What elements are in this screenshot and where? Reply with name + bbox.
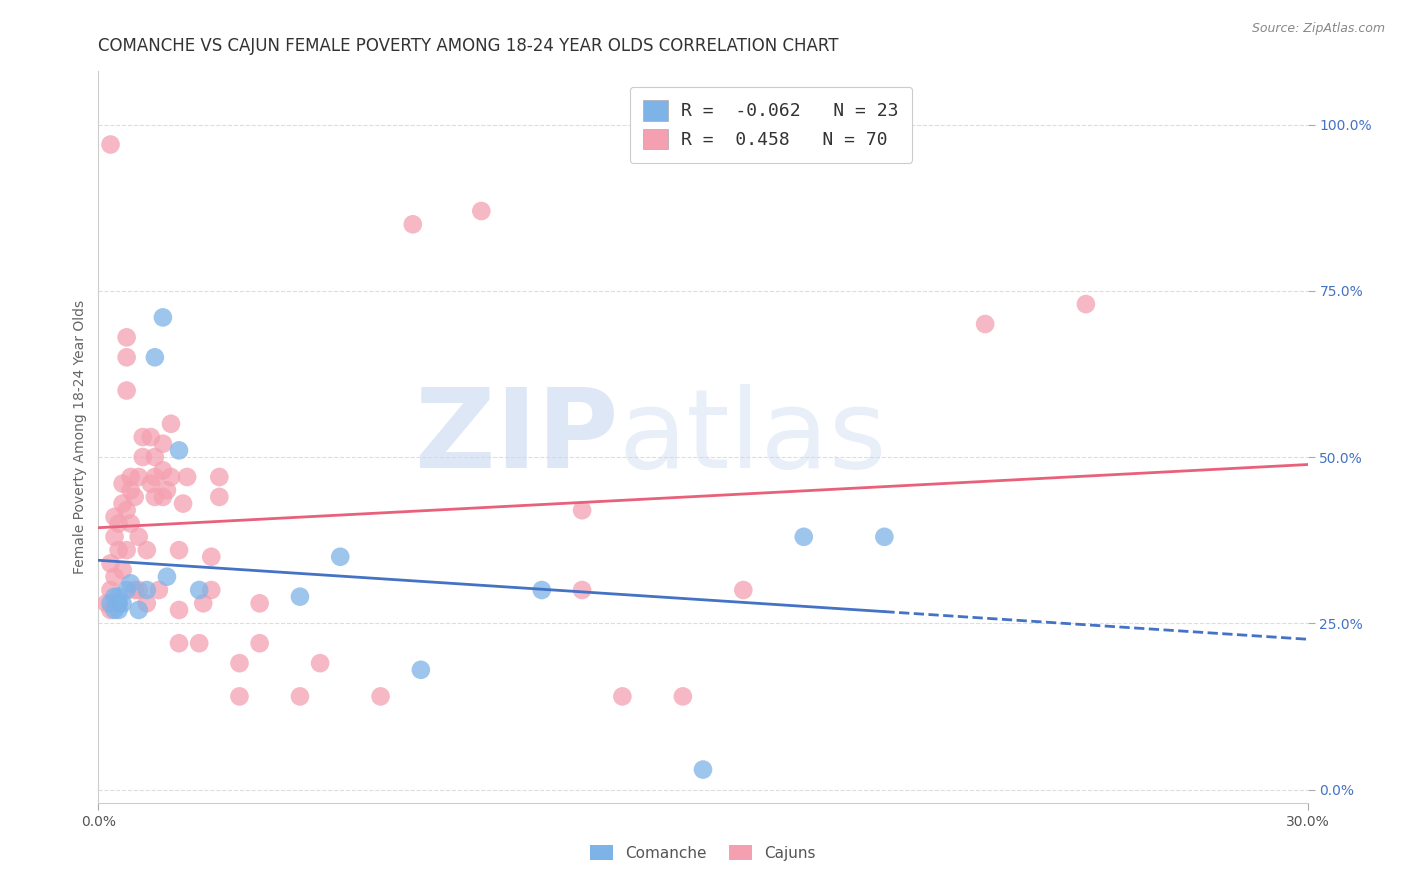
Point — [409, 663, 432, 677]
Point — [100, 603, 122, 617]
Point — [288, 690, 311, 704]
Point — [152, 436, 174, 450]
Point — [148, 582, 170, 597]
Point — [103, 590, 125, 604]
Point — [167, 543, 190, 558]
Point — [120, 483, 142, 498]
Point — [111, 563, 134, 577]
Point — [156, 570, 179, 584]
Point — [107, 543, 129, 558]
Text: Source: ZipAtlas.com: Source: ZipAtlas.com — [1251, 22, 1385, 36]
Point — [571, 582, 593, 597]
Point — [111, 596, 134, 610]
Point — [402, 217, 425, 231]
Point — [139, 430, 162, 444]
Point — [115, 330, 138, 344]
Point — [115, 351, 138, 365]
Point — [115, 503, 138, 517]
Point — [672, 690, 695, 704]
Text: COMANCHE VS CAJUN FEMALE POVERTY AMONG 18-24 YEAR OLDS CORRELATION CHART: COMANCHE VS CAJUN FEMALE POVERTY AMONG 1… — [98, 37, 839, 54]
Point — [530, 582, 553, 597]
Point — [103, 509, 125, 524]
Point — [200, 582, 222, 597]
Point — [107, 603, 129, 617]
Point — [873, 530, 896, 544]
Point — [128, 470, 150, 484]
Point — [143, 351, 166, 365]
Point — [208, 490, 231, 504]
Point — [176, 470, 198, 484]
Point — [128, 603, 150, 617]
Point — [143, 470, 166, 484]
Point — [571, 503, 593, 517]
Point — [200, 549, 222, 564]
Point — [124, 582, 146, 597]
Point — [111, 497, 134, 511]
Text: atlas: atlas — [619, 384, 887, 491]
Point — [96, 596, 118, 610]
Point — [249, 596, 271, 610]
Point — [128, 582, 150, 597]
Point — [167, 443, 190, 458]
Point — [329, 549, 352, 564]
Point — [135, 543, 157, 558]
Point — [188, 582, 211, 597]
Point — [167, 636, 190, 650]
Point — [152, 463, 174, 477]
Point — [115, 384, 138, 398]
Point — [143, 450, 166, 464]
Point — [103, 603, 125, 617]
Point — [188, 636, 211, 650]
Point — [370, 690, 392, 704]
Point — [120, 576, 142, 591]
Point — [107, 596, 129, 610]
Point — [135, 596, 157, 610]
Y-axis label: Female Poverty Among 18-24 Year Olds: Female Poverty Among 18-24 Year Olds — [73, 300, 87, 574]
Point — [135, 582, 157, 597]
Point — [612, 690, 634, 704]
Point — [974, 317, 997, 331]
Point — [100, 596, 122, 610]
Text: ZIP: ZIP — [415, 384, 619, 491]
Point — [172, 497, 194, 511]
Point — [128, 530, 150, 544]
Point — [107, 596, 129, 610]
Point — [132, 430, 155, 444]
Point — [143, 490, 166, 504]
Point — [793, 530, 815, 544]
Point — [120, 516, 142, 531]
Point — [309, 656, 332, 670]
Point — [160, 470, 183, 484]
Point — [249, 636, 271, 650]
Point — [103, 530, 125, 544]
Point — [107, 516, 129, 531]
Point — [115, 582, 138, 597]
Point — [152, 490, 174, 504]
Point — [470, 204, 492, 219]
Point — [1074, 297, 1097, 311]
Point — [139, 476, 162, 491]
Point — [120, 470, 142, 484]
Point — [228, 656, 250, 670]
Legend: Comanche, Cajuns: Comanche, Cajuns — [582, 837, 824, 868]
Point — [288, 590, 311, 604]
Point — [193, 596, 215, 610]
Point — [100, 582, 122, 597]
Point — [228, 690, 250, 704]
Point — [100, 137, 122, 152]
Point — [132, 450, 155, 464]
Point — [103, 570, 125, 584]
Point — [100, 557, 122, 571]
Point — [111, 476, 134, 491]
Point — [692, 763, 714, 777]
Point — [124, 490, 146, 504]
Point — [208, 470, 231, 484]
Point — [115, 543, 138, 558]
Point — [167, 603, 190, 617]
Point — [107, 590, 129, 604]
Point — [733, 582, 755, 597]
Point — [160, 417, 183, 431]
Point — [156, 483, 179, 498]
Point — [152, 310, 174, 325]
